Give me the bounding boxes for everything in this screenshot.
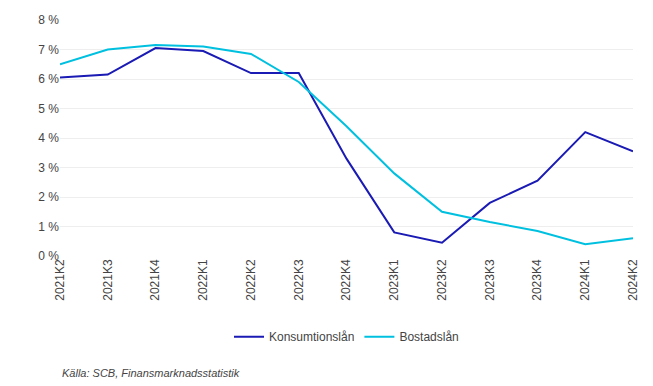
svg-text:2023K3: 2023K3: [483, 259, 497, 301]
svg-text:Källa: SCB, Finansmarknadsstat: Källa: SCB, Finansmarknadsstatistik: [62, 367, 240, 379]
svg-text:2021K4: 2021K4: [148, 259, 162, 301]
svg-text:2023K2: 2023K2: [435, 259, 449, 301]
svg-text:2 %: 2 %: [38, 190, 59, 204]
svg-text:2022K4: 2022K4: [339, 259, 353, 301]
svg-text:2021K2: 2021K2: [53, 259, 67, 301]
svg-text:Bostadslån: Bostadslån: [399, 330, 458, 344]
svg-text:2024K1: 2024K1: [578, 259, 592, 301]
svg-text:2022K3: 2022K3: [292, 259, 306, 301]
svg-text:8 %: 8 %: [38, 13, 59, 27]
svg-text:6 %: 6 %: [38, 72, 59, 86]
svg-text:2024K2: 2024K2: [626, 259, 640, 301]
svg-text:2023K1: 2023K1: [387, 259, 401, 301]
svg-text:Konsumtionslån: Konsumtionslån: [269, 330, 354, 344]
svg-text:2022K1: 2022K1: [196, 259, 210, 301]
svg-text:3 %: 3 %: [38, 161, 59, 175]
svg-text:7 %: 7 %: [38, 43, 59, 57]
svg-text:2023K4: 2023K4: [530, 259, 544, 301]
svg-text:4 %: 4 %: [38, 131, 59, 145]
svg-text:2022K2: 2022K2: [244, 259, 258, 301]
svg-text:5 %: 5 %: [38, 102, 59, 116]
svg-text:0 %: 0 %: [38, 249, 59, 263]
svg-text:1 %: 1 %: [38, 220, 59, 234]
svg-text:2021K3: 2021K3: [101, 259, 115, 301]
